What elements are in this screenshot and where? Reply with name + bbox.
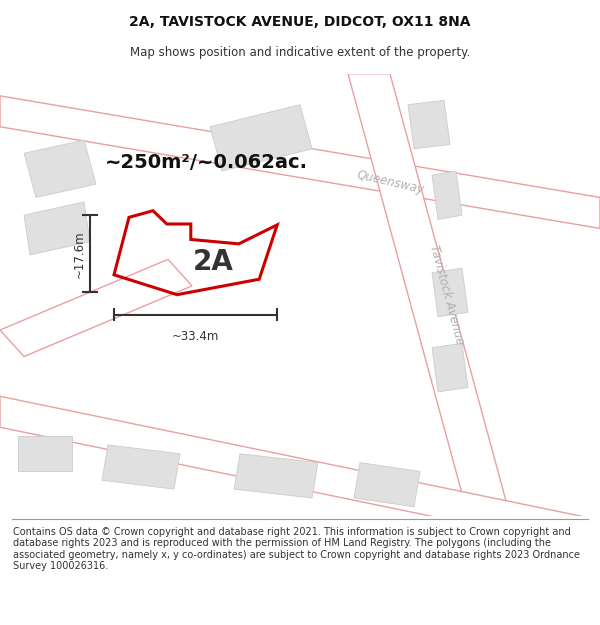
Text: Contains OS data © Crown copyright and database right 2021. This information is : Contains OS data © Crown copyright and d… (13, 526, 580, 571)
Polygon shape (24, 140, 96, 198)
Polygon shape (24, 202, 90, 255)
Polygon shape (102, 445, 180, 489)
Polygon shape (348, 74, 510, 516)
Polygon shape (0, 96, 600, 228)
Text: ~17.6m: ~17.6m (73, 230, 86, 278)
Polygon shape (0, 259, 192, 356)
Polygon shape (354, 462, 420, 507)
Polygon shape (432, 268, 468, 317)
Text: 2A, TAVISTOCK AVENUE, DIDCOT, OX11 8NA: 2A, TAVISTOCK AVENUE, DIDCOT, OX11 8NA (129, 15, 471, 29)
Polygon shape (18, 436, 72, 471)
Polygon shape (0, 396, 600, 551)
Polygon shape (234, 454, 318, 498)
Polygon shape (432, 171, 462, 219)
Text: ~250m²/~0.062ac.: ~250m²/~0.062ac. (105, 152, 308, 172)
Polygon shape (210, 104, 312, 171)
Text: Map shows position and indicative extent of the property.: Map shows position and indicative extent… (130, 46, 470, 59)
Text: Tavistock Avenue: Tavistock Avenue (427, 243, 467, 346)
Polygon shape (408, 100, 450, 149)
Text: 2A: 2A (193, 248, 233, 276)
Text: ~33.4m: ~33.4m (172, 330, 219, 343)
Text: Queensway: Queensway (355, 168, 425, 196)
Polygon shape (432, 343, 468, 392)
